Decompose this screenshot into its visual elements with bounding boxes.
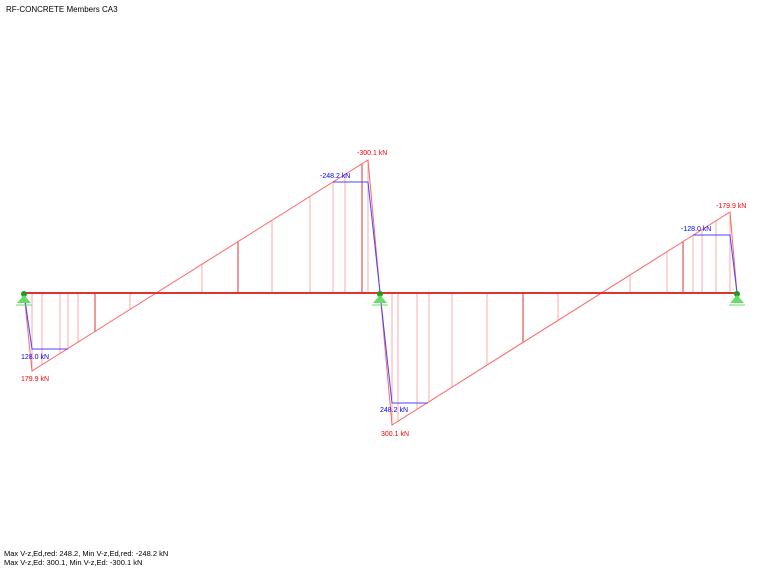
label-left-red: 128.0 kN — [21, 354, 49, 361]
label-mid-max-red: 248.2 kN — [380, 407, 408, 414]
label-right-min-red: -128.0 kN — [681, 226, 711, 233]
reduced-shear-right — [693, 234, 738, 294]
label-mid-min-red: -248.2 kN — [320, 173, 350, 180]
label-right-min: -179.9 kN — [716, 203, 746, 210]
support-right[interactable] — [729, 291, 745, 306]
summary-design: Max V-z,Ed: 300.1, Min V-z,Ed: -300.1 kN — [4, 558, 143, 567]
support-middle[interactable] — [372, 291, 388, 306]
support-left[interactable] — [16, 291, 32, 306]
label-left-max: 179.9 kN — [21, 376, 49, 383]
hatch-lines — [31, 160, 731, 425]
summary-reduced: Max V-z,Ed,red: 248.2, Min V-z,Ed,red: -… — [4, 549, 169, 558]
label-mid-max: 300.1 kN — [381, 431, 409, 438]
reduced-shear-left — [23, 292, 68, 350]
summary: Max V-z,Ed,red: 248.2, Min V-z,Ed,red: -… — [4, 549, 168, 567]
diagram-title: RF-CONCRETE Members CA3 — [6, 5, 118, 14]
label-mid-min: -300.1 kN — [357, 150, 387, 157]
